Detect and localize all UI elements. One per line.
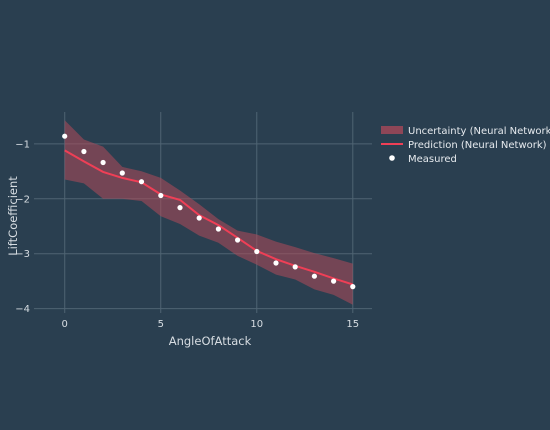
legend-item-prediction[interactable]: Prediction (Neural Network) bbox=[381, 140, 547, 151]
legend-label-prediction: Prediction (Neural Network) bbox=[408, 140, 547, 151]
x-tick-label: 10 bbox=[250, 319, 263, 330]
prediction-line bbox=[64, 149, 354, 286]
measured-point[interactable] bbox=[254, 248, 260, 255]
legend-item-measured[interactable]: Measured bbox=[389, 154, 457, 165]
measured-point[interactable] bbox=[215, 226, 221, 232]
measured-point[interactable] bbox=[235, 237, 241, 243]
measured-point[interactable] bbox=[81, 148, 87, 155]
prediction-line-layer bbox=[64, 149, 354, 286]
legend[interactable]: Uncertainty (Neural Network) Prediction … bbox=[381, 126, 550, 165]
y-tick-label: −2 bbox=[15, 194, 30, 205]
uncertainty-band bbox=[64, 120, 353, 305]
legend-label-uncertainty: Uncertainty (Neural Network) bbox=[408, 126, 550, 137]
measured-point[interactable] bbox=[350, 284, 356, 290]
measured-point[interactable] bbox=[311, 273, 317, 279]
x-tick-label: 15 bbox=[346, 319, 359, 330]
measured-point[interactable] bbox=[273, 260, 279, 266]
measured-point[interactable] bbox=[177, 205, 183, 211]
measured-point[interactable] bbox=[158, 192, 164, 199]
y-tick-label: −4 bbox=[15, 304, 30, 315]
measured-point[interactable] bbox=[100, 159, 106, 166]
legend-label-measured: Measured bbox=[408, 154, 457, 165]
tick-labels: 0 5 10 15 −1 −2 −3 −4 bbox=[15, 139, 359, 330]
measured-point[interactable] bbox=[62, 133, 68, 139]
measured-point[interactable] bbox=[119, 170, 125, 176]
measured-points-layer bbox=[62, 133, 356, 290]
y-tick-label: −3 bbox=[15, 249, 30, 260]
x-tick-label: 5 bbox=[158, 319, 164, 330]
legend-band-swatch bbox=[381, 126, 403, 134]
x-tick-label: 0 bbox=[62, 319, 68, 330]
uncertainty-band-layer bbox=[64, 120, 353, 305]
y-tick-label: −1 bbox=[15, 139, 30, 150]
measured-point[interactable] bbox=[138, 179, 145, 185]
legend-dot-swatch bbox=[389, 155, 395, 161]
x-axis-title: AngleOfAttack bbox=[169, 334, 252, 348]
measured-point[interactable] bbox=[196, 215, 202, 221]
measured-point[interactable] bbox=[292, 264, 298, 270]
measured-point[interactable] bbox=[331, 278, 337, 284]
legend-item-uncertainty[interactable]: Uncertainty (Neural Network) bbox=[381, 126, 550, 137]
y-axis-title: LiftCoefficient bbox=[6, 176, 20, 256]
